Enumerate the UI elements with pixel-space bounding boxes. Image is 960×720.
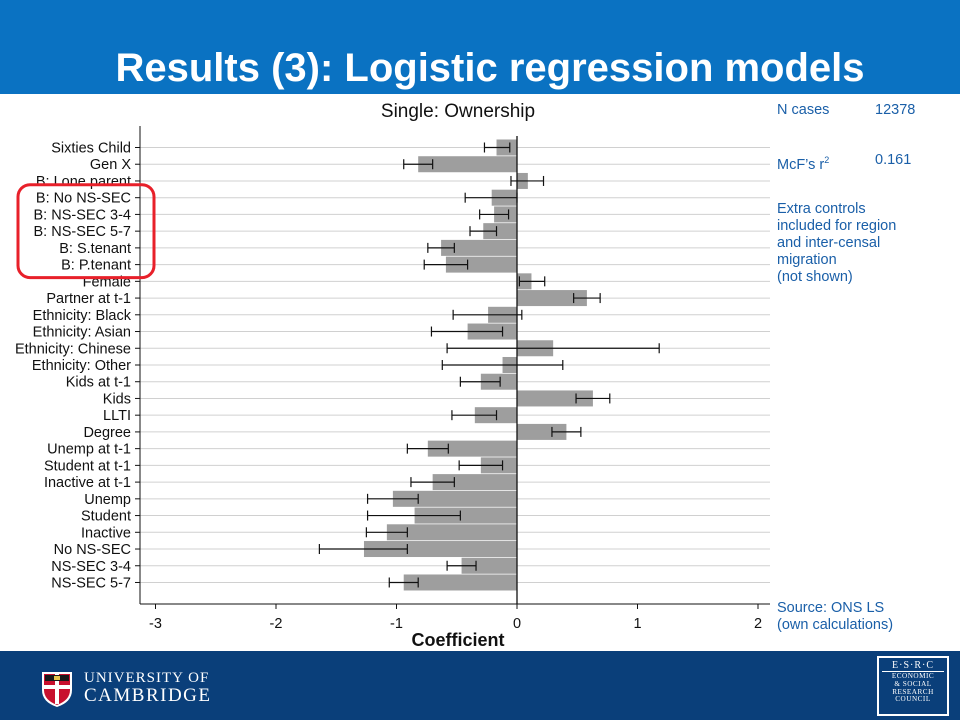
- r2-superscript: 2: [824, 155, 830, 165]
- cambridge-crest-icon: [42, 672, 72, 707]
- x-tick-label: -1: [390, 616, 403, 632]
- category-label: B: Lone parent: [36, 174, 131, 190]
- highlight-box: [16, 183, 156, 280]
- source-note: Source: ONS LS (own calculations): [777, 600, 957, 634]
- coefficient-chart: Single: Ownership Coefficient Sixties Ch…: [0, 94, 770, 650]
- footer-bar: [0, 651, 960, 720]
- esrc-acronym: E·S·R·C: [882, 660, 944, 672]
- category-label: NS-SEC 5-7: [51, 575, 131, 591]
- university-name: UNIVERSITY OF CAMBRIDGE: [84, 670, 212, 706]
- source-line: Source: ONS LS: [777, 600, 885, 616]
- esrc-line: RESEARCH: [892, 687, 934, 696]
- category-label: Kids at t-1: [66, 375, 131, 391]
- controls-note: Extra controls included for region and i…: [777, 201, 957, 286]
- bar: [403, 574, 517, 591]
- category-label: No NS-SEC: [54, 542, 131, 558]
- bar: [386, 524, 517, 541]
- category-label: B: No NS-SEC: [36, 191, 131, 207]
- bar: [517, 423, 567, 440]
- note-line: Extra controls: [777, 201, 866, 217]
- esrc-logo: E·S·R·C ECONOMIC & SOCIAL RESEARCH COUNC…: [877, 656, 949, 716]
- x-tick-label: 1: [633, 616, 641, 632]
- bar: [445, 256, 517, 273]
- esrc-line: ECONOMIC: [891, 672, 935, 680]
- bar: [517, 290, 587, 307]
- note-line: included for region: [777, 218, 897, 234]
- category-label: Inactive: [81, 525, 131, 541]
- category-label: Ethnicity: Chinese: [15, 341, 131, 357]
- r2-label-text: McF’s r: [777, 156, 825, 173]
- note-line: migration: [777, 252, 837, 268]
- category-label: Gen X: [90, 157, 131, 173]
- category-label: Sixties Child: [51, 141, 131, 157]
- category-label: Student at t-1: [44, 458, 131, 474]
- slide-title: Results (3): Logistic regression models: [115, 46, 865, 90]
- category-label: Unemp: [84, 492, 131, 508]
- r2-value: 0.161: [875, 152, 912, 168]
- category-label: Partner at t-1: [46, 291, 131, 307]
- category-label: Ethnicity: Other: [32, 358, 131, 374]
- esrc-line: & SOCIAL: [894, 679, 932, 688]
- bar-layer: [318, 139, 660, 591]
- bar: [483, 223, 517, 240]
- bar: [418, 156, 517, 173]
- n-cases-value: 12378: [875, 102, 916, 118]
- x-tick-label: 0: [513, 616, 521, 632]
- category-label: Student: [81, 509, 131, 525]
- category-label: LLTI: [103, 408, 131, 424]
- note-line: (not shown): [777, 269, 853, 285]
- category-label: Unemp at t-1: [47, 442, 131, 458]
- bar: [363, 541, 517, 558]
- r2-label: McF’s r2: [777, 152, 829, 174]
- category-label: NS-SEC 3-4: [51, 559, 131, 575]
- esrc-line: COUNCIL: [895, 695, 931, 704]
- bar: [441, 239, 517, 256]
- category-label: B: NS-SEC 3-4: [34, 207, 132, 223]
- category-label: Ethnicity: Asian: [33, 325, 131, 341]
- bar: [432, 474, 517, 491]
- category-label: Ethnicity: Black: [33, 308, 132, 324]
- category-label: B: S.tenant: [59, 241, 131, 257]
- bar: [517, 390, 593, 407]
- category-label: Kids: [103, 391, 131, 407]
- axes: -3 -2 -1 0 1 2: [16, 126, 770, 632]
- x-tick-label: -2: [270, 616, 283, 632]
- x-tick-label: 2: [754, 616, 762, 632]
- category-label: Degree: [83, 425, 131, 441]
- note-line: and inter-censal: [777, 235, 881, 251]
- source-line: (own calculations): [777, 617, 894, 633]
- category-label: B: P.tenant: [61, 258, 131, 274]
- category-label: B: NS-SEC 5-7: [34, 224, 132, 240]
- title-bar: [0, 0, 960, 94]
- category-label: Inactive at t-1: [44, 475, 131, 491]
- bar: [414, 507, 517, 524]
- university-line-1: UNIVERSITY OF: [84, 670, 210, 686]
- x-axis-label: Coefficient: [411, 630, 504, 650]
- x-tick-label: -3: [149, 616, 162, 632]
- bar: [392, 490, 517, 507]
- chart-title: Single: Ownership: [381, 101, 535, 122]
- bar: [427, 440, 517, 457]
- n-cases-label: N cases: [777, 102, 830, 118]
- bar: [461, 557, 517, 574]
- university-line-2: CAMBRIDGE: [84, 685, 212, 706]
